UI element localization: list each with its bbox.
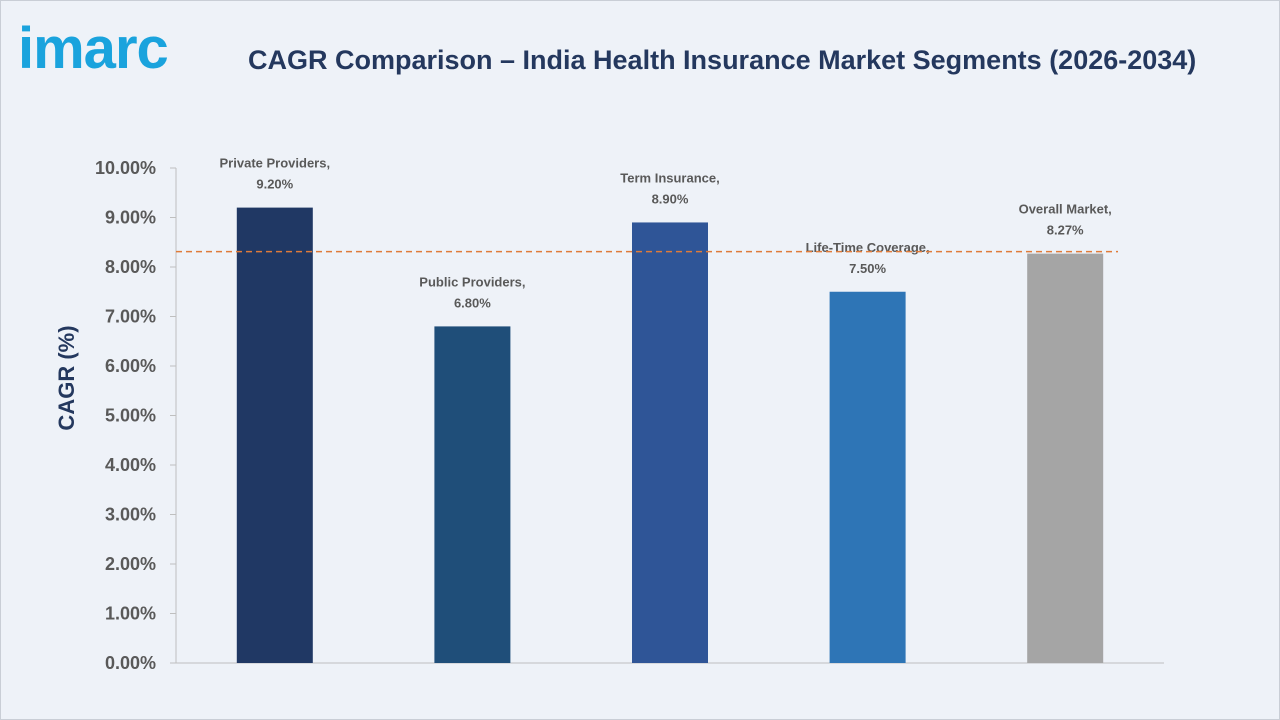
bar-overall-market xyxy=(1027,253,1104,663)
data-label-category: Public Providers, xyxy=(419,274,525,289)
bars-group xyxy=(236,207,1104,663)
data-label-value: 7.50% xyxy=(849,261,886,276)
bar-public-providers xyxy=(434,326,511,663)
y-tick-label: 8.00% xyxy=(105,257,156,277)
y-tick-label: 5.00% xyxy=(105,406,156,426)
y-tick-label: 0.00% xyxy=(105,653,156,673)
imarc-logo: imarc xyxy=(18,16,169,81)
y-tick-label: 2.00% xyxy=(105,554,156,574)
data-label-category: Private Providers, xyxy=(220,156,331,171)
data-label-value: 8.27% xyxy=(1047,223,1084,238)
chart-title: CAGR Comparison – India Health Insurance… xyxy=(248,45,1197,75)
y-tick-label: 3.00% xyxy=(105,505,156,525)
y-tick-label: 1.00% xyxy=(105,604,156,624)
data-label-category: Overall Market, xyxy=(1019,202,1112,217)
y-tick-label: 10.00% xyxy=(95,158,156,178)
y-tick-label: 4.00% xyxy=(105,455,156,475)
data-label-value: 9.20% xyxy=(256,177,293,192)
axes: 0.00% 1.00% 2.00% 3.00% 4.00% 5.00% 6.00% 7.00%… xyxy=(95,158,1164,673)
y-axis-label: CAGR (%) xyxy=(54,325,79,430)
data-label-category: Life-Time Coverage, xyxy=(806,240,930,255)
y-tick-label: 9.00% xyxy=(105,208,156,228)
data-label-value: 8.90% xyxy=(652,191,689,206)
y-tick-label: 6.00% xyxy=(105,356,156,376)
y-tick-label: 7.00% xyxy=(105,307,156,327)
bar-private-providers xyxy=(236,207,313,663)
data-label-value: 6.80% xyxy=(454,295,491,310)
data-labels-group: Private Providers, 9.20% Public Providers,… xyxy=(220,156,1112,311)
data-label-category: Term Insurance, xyxy=(620,170,719,185)
bar-term-insurance xyxy=(632,222,708,663)
bar-life-time-coverage xyxy=(829,291,906,663)
